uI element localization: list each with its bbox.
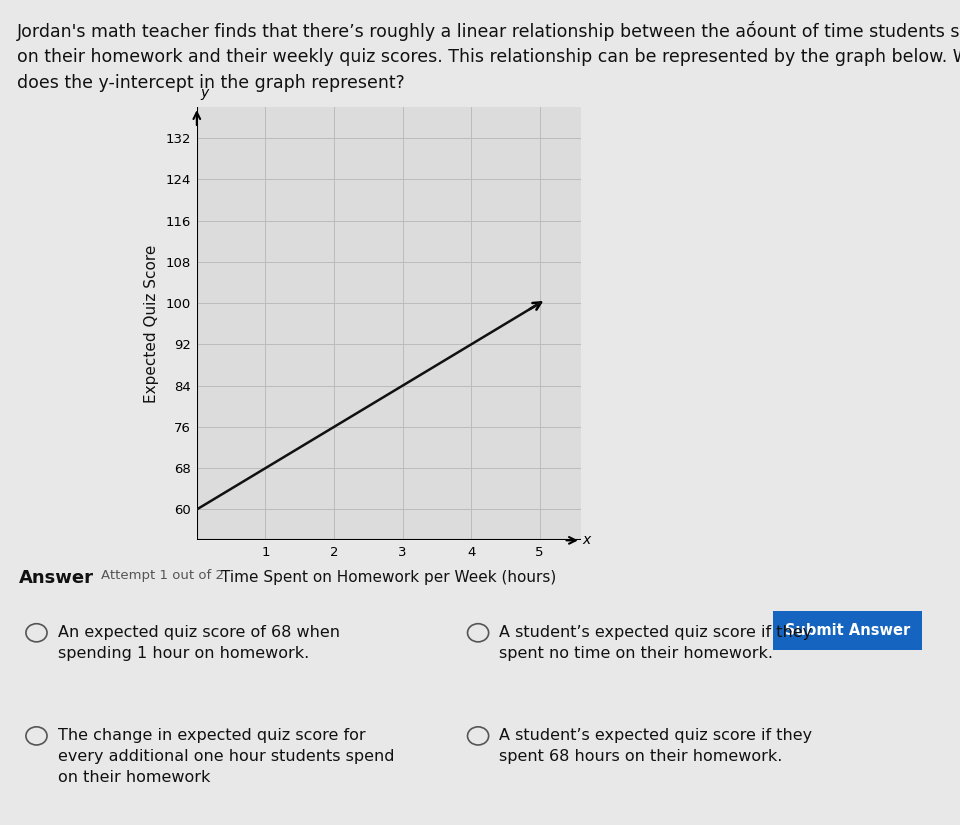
- Text: An expected quiz score of 68 when
spending 1 hour on homework.: An expected quiz score of 68 when spendi…: [58, 625, 340, 662]
- Text: Answer: Answer: [19, 569, 94, 587]
- Text: Attempt 1 out of 2: Attempt 1 out of 2: [101, 569, 224, 582]
- Text: A student’s expected quiz score if they
spent 68 hours on their homework.: A student’s expected quiz score if they …: [499, 728, 812, 765]
- Y-axis label: Expected Quiz Score: Expected Quiz Score: [144, 245, 158, 403]
- Text: The change in expected quiz score for
every additional one hour students spend
o: The change in expected quiz score for ev…: [58, 728, 395, 785]
- Text: x: x: [583, 534, 591, 547]
- Text: y: y: [201, 86, 208, 100]
- X-axis label: Time Spent on Homework per Week (hours): Time Spent on Homework per Week (hours): [221, 570, 557, 585]
- Text: Jordan's math teacher finds that there’s roughly a linear relationship between t: Jordan's math teacher finds that there’s…: [17, 21, 960, 92]
- Text: Submit Answer: Submit Answer: [784, 623, 910, 638]
- Text: A student’s expected quiz score if they
spent no time on their homework.: A student’s expected quiz score if they …: [499, 625, 812, 662]
